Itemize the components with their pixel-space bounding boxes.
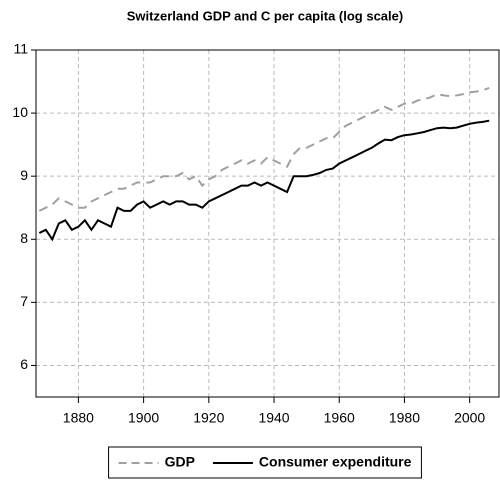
- y-tick-label: 11: [13, 41, 28, 57]
- series-line: [38, 119, 490, 242]
- y-tick-label: 7: [20, 293, 28, 309]
- y-tick-label: 9: [20, 167, 28, 183]
- legend-label: Consumer expenditure: [259, 454, 412, 470]
- legend-box: [108, 446, 422, 479]
- x-tick-label: 1940: [258, 410, 289, 426]
- y-tick-label: 6: [20, 356, 28, 372]
- series-line: [38, 86, 490, 212]
- x-tick-label: 1880: [63, 410, 94, 426]
- x-tick-label: 1960: [324, 410, 355, 426]
- x-tick-label: 1980: [389, 410, 420, 426]
- y-tick-label: 8: [20, 230, 28, 246]
- x-tick-label: 2000: [454, 410, 485, 426]
- x-tick-label: 1900: [128, 410, 159, 426]
- x-tick-label: 1920: [193, 410, 224, 426]
- legend-label: GDP: [165, 454, 195, 470]
- plot-frame: [35, 49, 500, 398]
- y-tick-label: 10: [12, 104, 28, 120]
- chart-title: Switzerland GDP and C per capita (log sc…: [127, 8, 403, 23]
- legend: GDP Consumer expenditure: [108, 446, 422, 479]
